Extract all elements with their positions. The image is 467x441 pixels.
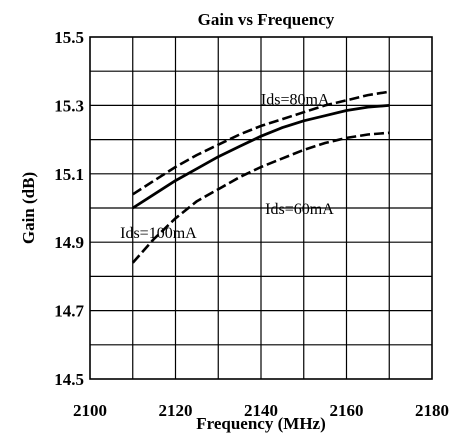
- x-tick-label: 2180: [415, 401, 449, 420]
- y-tick-label: 14.9: [54, 233, 84, 252]
- y-axis-ticks: 14.5 14.7 14.9 15.1 15.3 15.5: [54, 28, 84, 389]
- x-tick-label: 2120: [159, 401, 193, 420]
- annotations: Ids=80mA Ids=60mA Ids=100mA: [120, 92, 334, 242]
- y-tick-label: 15.1: [54, 165, 84, 184]
- series-line-3: [131, 131, 390, 264]
- chart-title: Gain vs Frequency: [198, 10, 335, 29]
- y-tick-label: 14.5: [54, 370, 84, 389]
- series-annotation: Ids=80mA: [261, 92, 330, 109]
- y-tick-label: 14.7: [54, 302, 84, 321]
- series-annotation: Ids=60mA: [265, 201, 334, 218]
- x-axis-label: Frequency (MHz): [196, 414, 326, 433]
- plot-area-frame: [89, 36, 433, 380]
- y-tick-label: 15.5: [54, 28, 84, 47]
- x-axis-ticks: 2100 2120 2140 2160 2180: [73, 401, 449, 420]
- y-tick-label: 15.3: [54, 96, 84, 115]
- x-tick-label: 2160: [330, 401, 364, 420]
- series-line-2: [132, 104, 390, 210]
- grid: [90, 37, 432, 379]
- series-line-1: [132, 90, 390, 196]
- series-annotation: Ids=100mA: [120, 225, 197, 242]
- x-tick-label: 2140: [244, 401, 278, 420]
- x-tick-label: 2100: [73, 401, 107, 420]
- y-axis-label: Gain (dB): [19, 172, 38, 244]
- series-layer: [131, 90, 390, 264]
